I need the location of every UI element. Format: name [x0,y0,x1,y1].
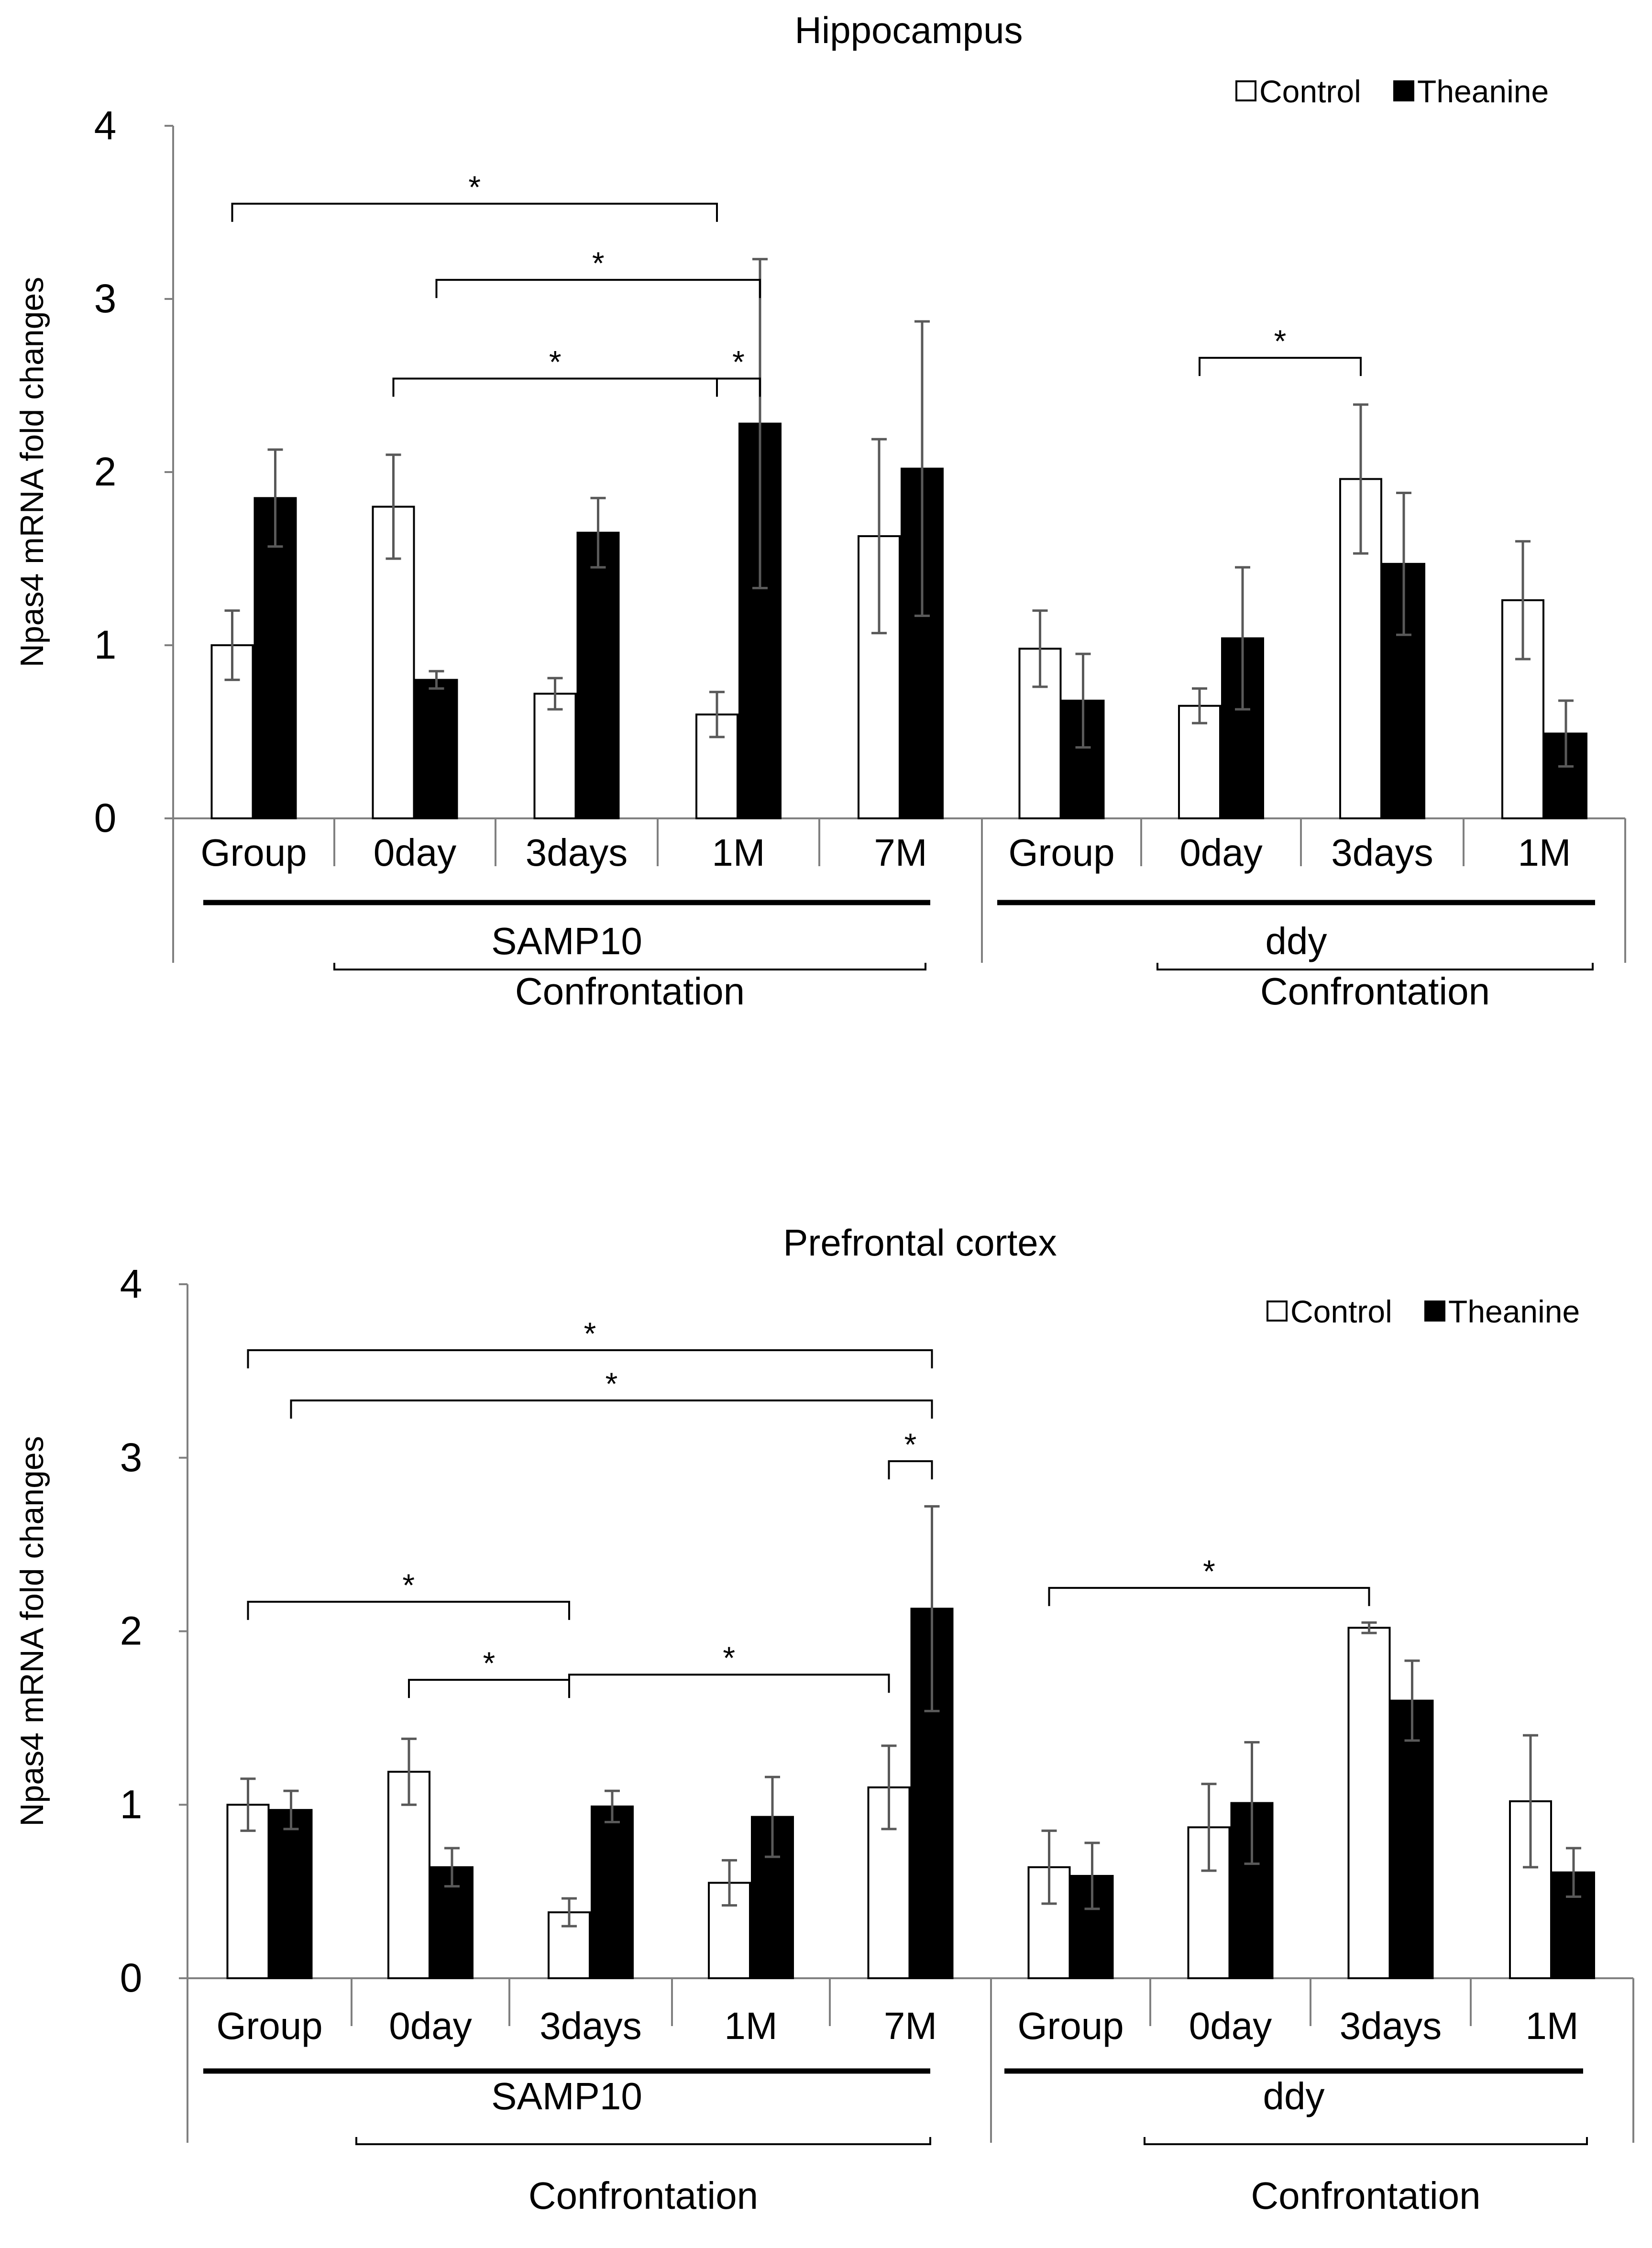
category-label: 3days [540,2005,641,2047]
confrontation-bracket [333,963,926,970]
significance-star: * [1203,1554,1215,1589]
category-label: 1M [1518,831,1571,874]
y-tick-label: 3 [94,276,117,321]
bar-control [533,693,577,819]
confrontation-label: Confrontation [529,2174,758,2217]
confrontation-bracket [1144,2137,1588,2145]
confrontation-bracket [355,2137,931,2145]
y-axis-label: Npas4 mRNA fold changes [14,277,50,667]
significance-star: * [592,245,605,281]
significance-bracket [290,1399,933,1419]
legend-swatch-control [1267,1300,1288,1322]
y-tick-label: 3 [120,1435,143,1480]
confrontation-label: Confrontation [515,970,745,1013]
legend-label: Control [1290,1294,1392,1329]
legend-label: Control [1259,74,1361,109]
significance-star: * [732,344,745,380]
significance-star: * [402,1567,415,1603]
bar-control [1178,705,1221,819]
significance-star: * [483,1645,496,1681]
y-axis-label: Npas4 mRNA fold changes [14,1436,50,1826]
significance-star: * [584,1316,596,1351]
bar-theanine [415,679,458,820]
confrontation-label: Confrontation [1260,970,1490,1013]
significance-bracket [408,1679,570,1698]
significance-bracket [392,377,718,397]
category-label: 1M [1525,2005,1578,2047]
confrontation-label: Confrontation [1251,2174,1480,2217]
significance-star: * [549,344,562,380]
significance-bracket [247,1349,933,1368]
bar-control [226,1804,270,1979]
bar-theanine [269,1809,313,1980]
category-label: 7M [874,831,927,874]
category-label: 0day [1179,831,1262,874]
legend-label: Theanine [1448,1294,1580,1329]
category-label: 0day [1189,2005,1272,2047]
chart-title: Prefrontal cortex [783,1222,1057,1264]
bar-theanine [1390,1699,1434,1980]
category-label: 3days [1340,2005,1442,2047]
y-tick-label: 2 [120,1609,143,1653]
significance-bracket [247,1600,570,1620]
category-label: Group [1008,831,1114,874]
category-label: Group [200,831,307,874]
bar-control [1187,1826,1231,1979]
category-label: Group [1017,2005,1123,2047]
legend-label: Theanine [1417,74,1549,109]
legend-swatch-theanine [1424,1300,1445,1322]
y-tick-label: 4 [94,103,117,148]
confrontation-bracket [1156,963,1594,970]
group-label: SAMP10 [491,920,642,962]
category-label: 0day [374,831,456,874]
bar-control [387,1771,430,1979]
category-label: 1M [712,831,765,874]
category-label: 0day [389,2005,472,2047]
significance-star: * [606,1366,618,1401]
category-label: 7M [884,2005,937,2047]
significance-bracket [1048,1587,1370,1606]
category-label: Group [216,2005,322,2047]
significance-bracket [231,202,718,222]
bar-theanine [591,1805,634,1979]
significance-bracket [1199,357,1362,376]
significance-star: * [1274,323,1287,359]
significance-star: * [468,169,481,205]
category-label: 3days [1331,831,1433,874]
group-label: ddy [1266,920,1327,962]
y-tick-label: 1 [120,1782,143,1827]
bar-theanine [576,531,620,819]
significance-bracket [435,279,761,298]
y-tick-label: 0 [94,795,117,840]
significance-bracket [716,377,761,397]
y-tick-label: 0 [120,1955,143,2000]
legend-swatch-theanine [1393,80,1414,101]
group-label: ddy [1263,2075,1325,2117]
y-tick-label: 4 [120,1261,143,1306]
category-label: 3days [526,831,628,874]
group-label: SAMP10 [491,2075,642,2117]
chart-title: Hippocampus [795,9,1023,51]
y-tick-label: 1 [94,622,117,667]
significance-star: * [904,1427,917,1462]
bar-control [1347,1627,1391,1980]
significance-bracket [568,1674,890,1693]
legend-swatch-control [1235,80,1256,101]
significance-bracket [888,1460,933,1479]
significance-star: * [723,1640,735,1675]
category-label: 1M [724,2005,777,2047]
y-tick-label: 2 [94,449,117,494]
